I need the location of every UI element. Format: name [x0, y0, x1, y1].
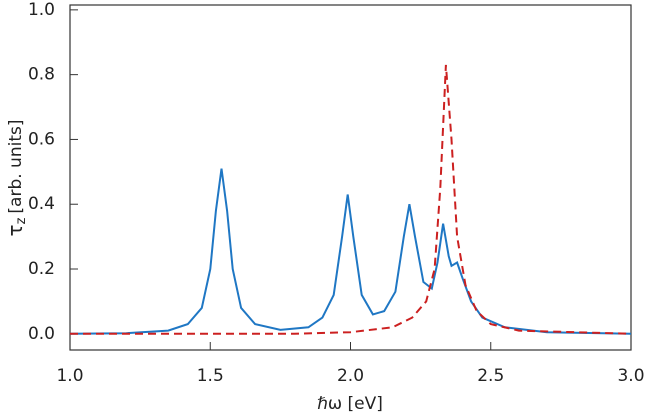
- y-tick-label: 0.6: [28, 129, 55, 149]
- y-axis-label: τz [arb. units]: [3, 120, 29, 237]
- series-line: [69, 168, 632, 335]
- x-tick-label: 2.0: [337, 366, 364, 386]
- x-axis-label: ℏω [eV]: [317, 394, 383, 414]
- y-tick-label: 0.4: [28, 194, 55, 214]
- y-tick-label: 0.0: [28, 324, 55, 344]
- x-tick-label: 2.5: [477, 366, 504, 386]
- y-tick-label: 0.8: [28, 65, 55, 85]
- x-tick-label: 1.0: [56, 366, 83, 386]
- y-tick-label: 0.2: [28, 259, 55, 279]
- y-label-unit: [arb. units]: [6, 120, 26, 214]
- series-line: [70, 64, 632, 335]
- y-tick-label: 1.0: [28, 0, 55, 20]
- x-tick-label: 3.0: [617, 366, 644, 386]
- y-label-symbol: τ: [3, 224, 27, 236]
- y-label-subscript: z: [14, 217, 29, 224]
- plot-frame: [69, 4, 632, 351]
- x-tick-label: 1.5: [197, 366, 224, 386]
